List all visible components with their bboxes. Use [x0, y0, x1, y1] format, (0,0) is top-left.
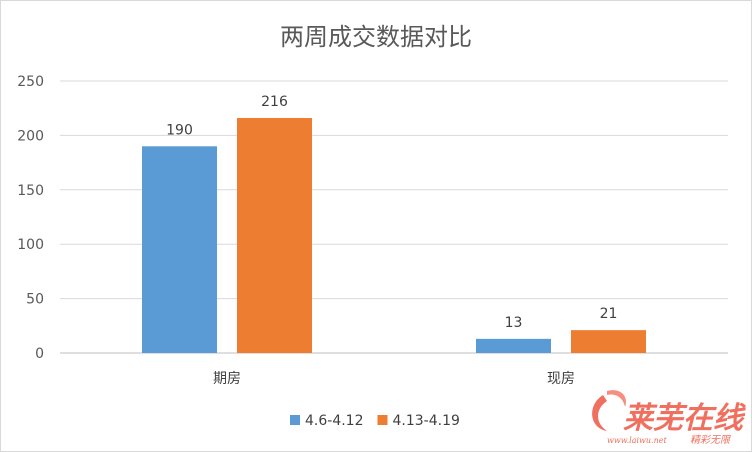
- watermark-slogan: 精彩无限: [690, 434, 731, 446]
- bar: [237, 117, 312, 353]
- legend-label: 4.13-4.19: [393, 413, 460, 429]
- bar: [142, 146, 217, 353]
- data-label: 13: [505, 315, 523, 331]
- y-tick-label: 200: [17, 128, 44, 144]
- bar: [571, 330, 646, 353]
- data-label: 21: [600, 306, 618, 322]
- watermark-name: 莱芜在线: [623, 401, 747, 436]
- y-tick-label: 50: [26, 292, 44, 308]
- data-label: 216: [261, 94, 288, 110]
- y-tick-label: 100: [17, 237, 44, 253]
- data-label: 190: [166, 122, 193, 138]
- y-tick-label: 150: [17, 183, 44, 199]
- legend-swatch: [377, 415, 388, 425]
- chart-title: 两周成交数据对比: [280, 23, 472, 51]
- bar: [476, 338, 551, 353]
- logo-swirl-accent-icon: [607, 390, 627, 407]
- logo-swirl-icon: [592, 395, 607, 431]
- legend-swatch: [290, 415, 300, 425]
- x-tick-label: 期房: [213, 371, 241, 387]
- y-tick-label: 250: [17, 74, 44, 90]
- watermark-url: www.laiwu.net: [607, 436, 667, 445]
- x-tick-label: 现房: [547, 371, 575, 387]
- y-tick-label: 0: [35, 346, 44, 362]
- legend-label: 4.6-4.12: [305, 413, 364, 429]
- watermark-logo: 莱芜在线 www.laiwu.net 精彩无限: [592, 390, 747, 446]
